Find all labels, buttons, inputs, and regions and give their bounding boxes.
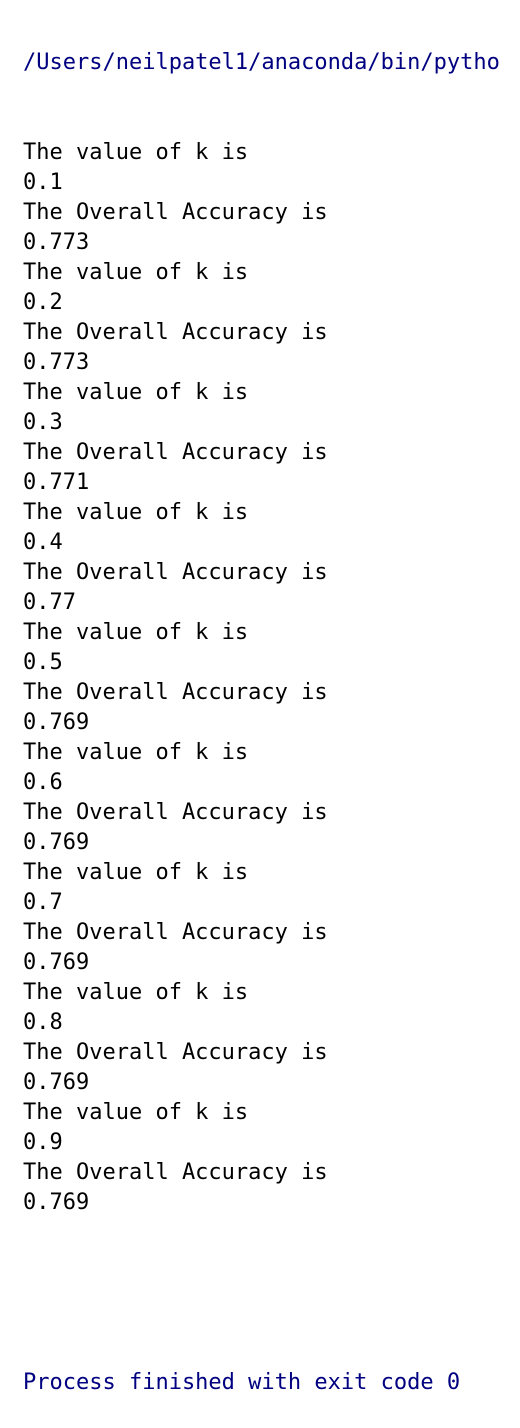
- console-line: The Overall Accuracy is: [23, 680, 328, 705]
- console-line: The value of k is: [23, 140, 249, 165]
- console-line: The value of k is: [23, 1100, 249, 1125]
- output-lines: The value of k is 0.1 The Overall Accuracy…: [23, 138, 520, 1218]
- console-line: The Overall Accuracy is: [23, 1160, 328, 1185]
- console-line: The value of k is: [23, 620, 249, 645]
- console-line: The Overall Accuracy is: [23, 800, 328, 825]
- console-line: 0.769: [23, 1190, 90, 1215]
- console-line: 0.7: [23, 890, 63, 915]
- console-line: The value of k is: [23, 500, 249, 525]
- console-line: The Overall Accuracy is: [23, 560, 328, 585]
- console-line: The Overall Accuracy is: [23, 200, 328, 225]
- console-line: The Overall Accuracy is: [23, 320, 328, 345]
- console-line: 0.769: [23, 1070, 90, 1095]
- console-line: 0.773: [23, 230, 90, 255]
- console-line: 0.9: [23, 1130, 63, 1155]
- blank-line: [23, 1278, 520, 1308]
- console-output[interactable]: /Users/neilpatel1/anaconda/bin/pytho The…: [23, 0, 520, 1428]
- console-line: 0.5: [23, 650, 63, 675]
- console-line: 0.771: [23, 470, 90, 495]
- console-line: The Overall Accuracy is: [23, 1040, 328, 1065]
- console-line: The value of k is: [23, 980, 249, 1005]
- console-line: 0.773: [23, 350, 90, 375]
- command-line: /Users/neilpatel1/anaconda/bin/pytho: [23, 50, 500, 75]
- console-line: 0.6: [23, 770, 63, 795]
- console-line: 0.769: [23, 710, 90, 735]
- console-line: 0.8: [23, 1010, 63, 1035]
- exit-message: Process finished with exit code 0: [23, 1370, 461, 1395]
- console-line: The value of k is: [23, 260, 249, 285]
- console-line: The value of k is: [23, 740, 249, 765]
- console-line: 0.2: [23, 290, 63, 315]
- console-line: 0.3: [23, 410, 63, 435]
- console-line: The Overall Accuracy is: [23, 440, 328, 465]
- console-line: 0.769: [23, 830, 90, 855]
- console-line: 0.4: [23, 530, 63, 555]
- console-line: 0.1: [23, 170, 63, 195]
- console-line: The Overall Accuracy is: [23, 920, 328, 945]
- console-line: The value of k is: [23, 860, 249, 885]
- console-line: 0.769: [23, 950, 90, 975]
- console-line: The value of k is: [23, 380, 249, 405]
- console-line: 0.77: [23, 590, 76, 615]
